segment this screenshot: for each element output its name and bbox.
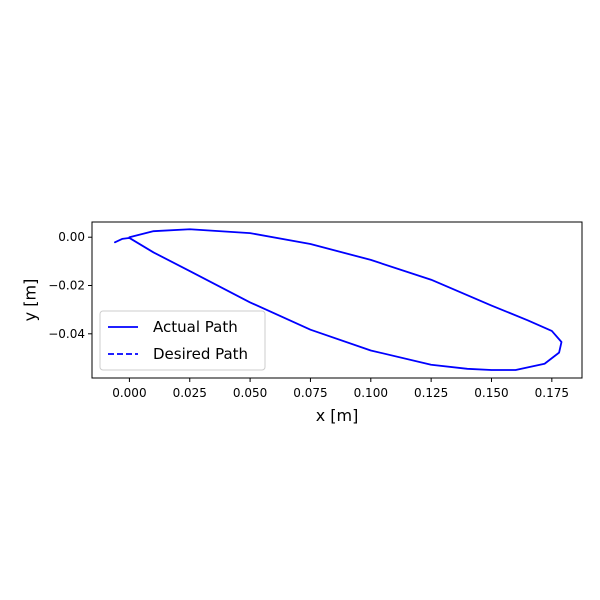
- y-axis-label: y [m]: [21, 279, 40, 322]
- x-tick-label: 0.050: [233, 386, 267, 400]
- series-layer: [114, 228, 563, 371]
- legend-label-desired-path: Desired Path: [153, 345, 248, 363]
- y-tick-label: 0.00: [58, 230, 85, 244]
- legend: Actual Path Desired Path: [99, 310, 266, 371]
- legend-label-actual-path: Actual Path: [153, 318, 238, 336]
- ticks-layer: 0.000 0.025 0.050 0.075 0.100 0.125 0.150 0.175…: [48, 230, 569, 400]
- legend-box: [99, 310, 266, 371]
- x-axis-label: x [m]: [316, 406, 359, 425]
- x-tick-label: 0.100: [354, 386, 388, 400]
- x-tick-label: 0.175: [535, 386, 569, 400]
- y-tick-label: −0.02: [48, 279, 85, 293]
- series-line-actual-path: [114, 228, 563, 371]
- axes-frame: [91, 221, 583, 379]
- x-tick-label: 0.075: [293, 386, 327, 400]
- x-tick-label: 0.150: [474, 386, 508, 400]
- x-tick-label: 0.025: [173, 386, 207, 400]
- x-tick-label: 0.125: [414, 386, 448, 400]
- y-tick-label: −0.04: [48, 327, 85, 341]
- x-tick-label: 0.000: [112, 386, 146, 400]
